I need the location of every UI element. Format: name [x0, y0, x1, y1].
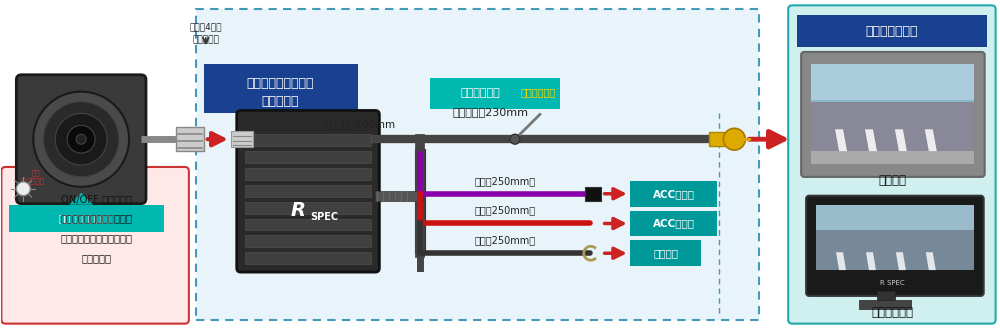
- Text: （別途用意）: （別途用意）: [520, 88, 556, 98]
- Text: フロントカメラ接続: フロントカメラ接続: [247, 77, 314, 90]
- Polygon shape: [836, 252, 846, 270]
- Text: 赤線（250mm）: 赤線（250mm）: [474, 206, 536, 215]
- Polygon shape: [895, 129, 907, 151]
- Text: ON/OFF を保持でき: ON/OFF を保持でき: [61, 194, 132, 204]
- FancyBboxPatch shape: [16, 75, 146, 204]
- FancyBboxPatch shape: [237, 111, 379, 272]
- Bar: [630, 240, 701, 266]
- Text: 市販モニター: 市販モニター: [871, 306, 913, 319]
- Bar: [245, 202, 371, 214]
- Circle shape: [55, 114, 107, 165]
- Bar: [811, 64, 974, 100]
- Bar: [245, 185, 371, 197]
- Bar: [811, 102, 974, 151]
- Text: ケーブル長100mm: ケーブル長100mm: [325, 119, 396, 129]
- Bar: [176, 127, 204, 151]
- FancyBboxPatch shape: [1, 167, 189, 324]
- Circle shape: [76, 134, 86, 144]
- Bar: [245, 218, 371, 230]
- Text: 紫線（250mm）: 紫線（250mm）: [474, 176, 536, 186]
- Bar: [245, 235, 371, 247]
- Text: 車両側4ピン: 車両側4ピン: [190, 22, 222, 31]
- Bar: [204, 64, 358, 114]
- Text: R: R: [291, 201, 306, 220]
- Polygon shape: [835, 129, 847, 151]
- Bar: [231, 131, 253, 147]
- Bar: [196, 9, 759, 320]
- Bar: [630, 211, 717, 237]
- Text: SPEC: SPEC: [311, 212, 339, 221]
- Polygon shape: [865, 129, 877, 151]
- Bar: [816, 230, 974, 270]
- Text: 外部入力端子へ: 外部入力端子へ: [866, 25, 918, 38]
- Polygon shape: [896, 252, 906, 270]
- Text: る切替スイッチ（トグルス: る切替スイッチ（トグルス: [60, 214, 132, 223]
- Circle shape: [33, 91, 129, 187]
- Bar: [797, 15, 987, 47]
- Bar: [816, 205, 974, 234]
- FancyBboxPatch shape: [788, 5, 996, 324]
- Text: ワン
ポイント: ワン ポイント: [28, 170, 45, 184]
- Bar: [585, 187, 601, 201]
- Bar: [859, 300, 911, 309]
- Bar: [9, 205, 164, 232]
- Text: 純正フロントカメラ: 純正フロントカメラ: [58, 214, 114, 223]
- Bar: [811, 151, 974, 164]
- Polygon shape: [69, 193, 93, 205]
- Bar: [375, 191, 423, 201]
- Bar: [245, 168, 371, 180]
- Text: アダプター: アダプター: [262, 95, 299, 108]
- Circle shape: [510, 134, 520, 144]
- Text: ください。: ください。: [81, 253, 111, 263]
- Text: R SPEC: R SPEC: [880, 280, 904, 286]
- Bar: [630, 181, 717, 207]
- Text: 黒線（250mm）: 黒線（250mm）: [474, 235, 536, 245]
- Bar: [709, 132, 729, 146]
- Text: 切替スイッチ: 切替スイッチ: [460, 88, 500, 98]
- Text: ACC電源へ: ACC電源へ: [653, 189, 695, 199]
- Text: 市販ナビ: 市販ナビ: [878, 174, 906, 187]
- FancyBboxPatch shape: [806, 196, 984, 296]
- Bar: [877, 291, 895, 301]
- Text: ケーブル長230mm: ケーブル長230mm: [452, 107, 528, 117]
- Polygon shape: [866, 252, 876, 270]
- Bar: [245, 134, 371, 146]
- FancyBboxPatch shape: [801, 52, 985, 177]
- Polygon shape: [926, 252, 936, 270]
- Bar: [816, 205, 974, 270]
- Text: イッチなど）を別途ご用意: イッチなど）を別途ご用意: [60, 233, 132, 243]
- Text: アースへ: アースへ: [653, 248, 678, 258]
- Circle shape: [16, 182, 30, 196]
- Circle shape: [723, 128, 745, 150]
- Bar: [430, 78, 560, 110]
- Text: ☆: ☆: [19, 176, 28, 186]
- Text: ACC電源へ: ACC電源へ: [653, 218, 695, 229]
- Polygon shape: [925, 129, 937, 151]
- Bar: [245, 252, 371, 264]
- Bar: [245, 151, 371, 163]
- Circle shape: [43, 102, 119, 177]
- Text: コネクター: コネクター: [192, 35, 219, 44]
- Bar: [811, 64, 974, 151]
- Circle shape: [67, 125, 95, 153]
